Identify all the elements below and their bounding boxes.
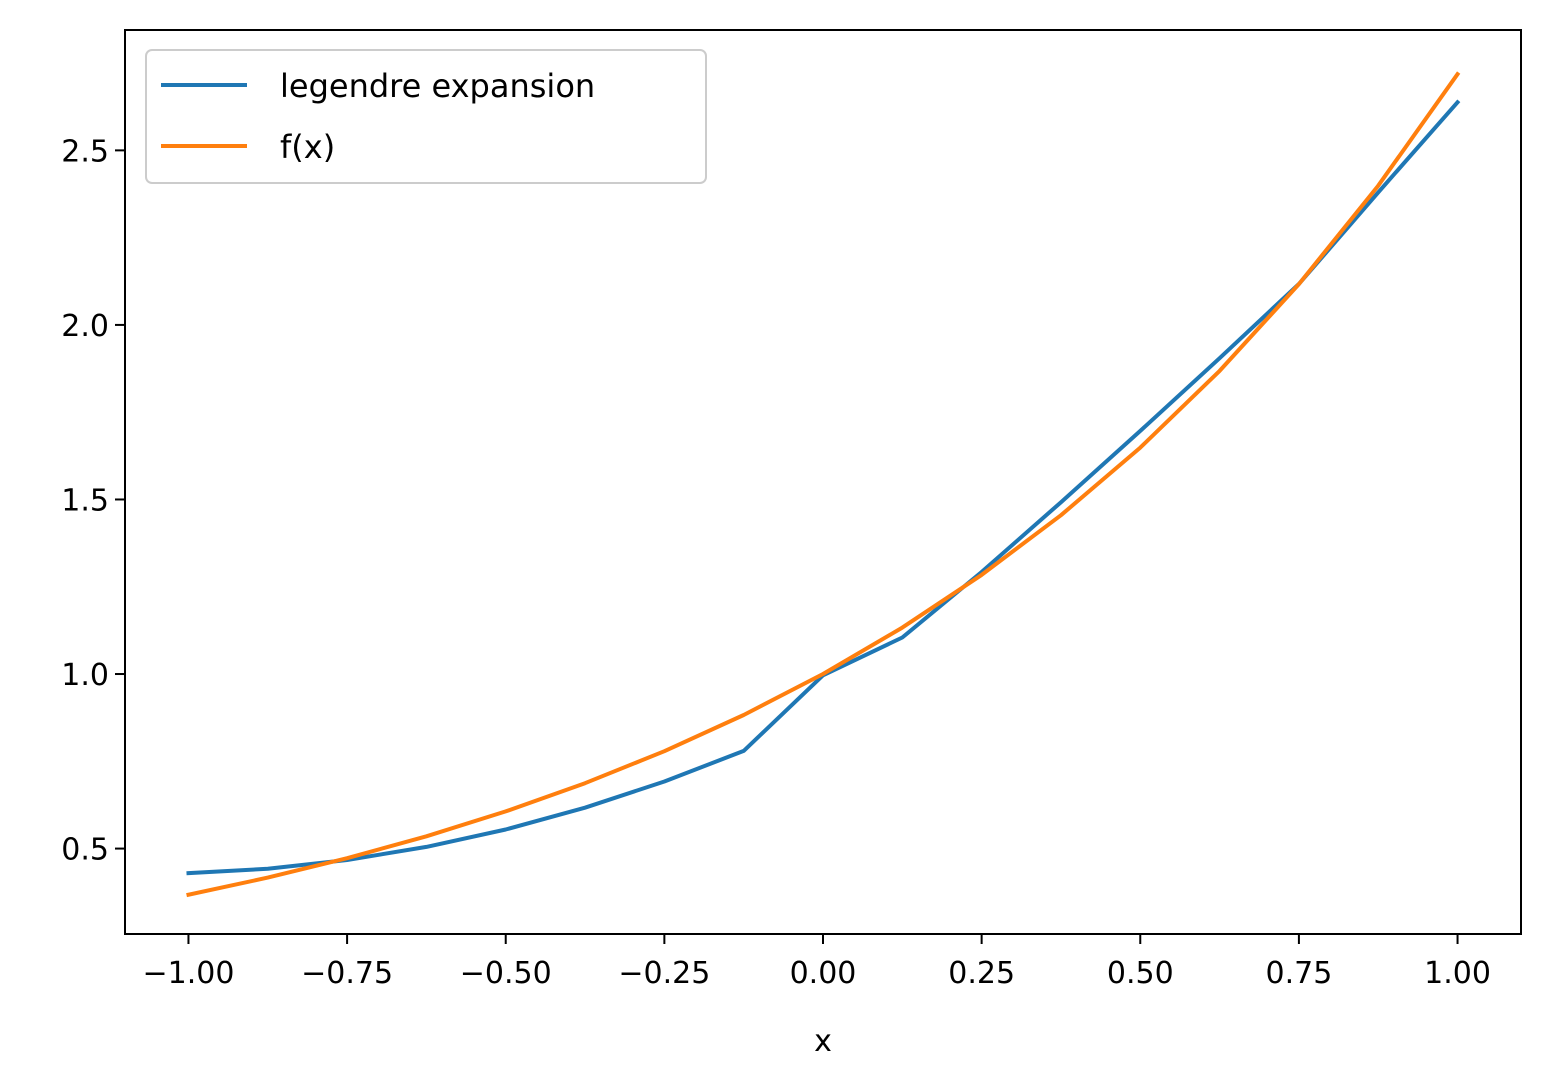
x-tick-label: 0.25 <box>948 956 1015 991</box>
y-axis-ticks: 0.5 1.0 1.5 2.0 2.5 <box>61 134 125 868</box>
y-tick-label: 1.0 <box>61 658 109 693</box>
y-tick-label: 0.5 <box>61 833 109 868</box>
legend-label-f-x: f(x) <box>280 128 335 166</box>
legend-box <box>145 49 707 184</box>
x-tick-label: −1.00 <box>142 956 234 991</box>
x-axis-label: x <box>814 1024 832 1059</box>
legend-label-legendre-expansion: legendre expansion <box>280 67 595 105</box>
y-tick-label: 1.5 <box>61 483 109 518</box>
x-tick-label: 0.00 <box>790 956 857 991</box>
x-tick-label: 0.75 <box>1266 956 1333 991</box>
plot-lines <box>186 71 1461 898</box>
x-axis-ticks: −1.00 −0.75 −0.50 −0.25 0.00 0.25 0.50 0.75 1.00 <box>142 934 1491 991</box>
x-tick-label: 1.00 <box>1424 956 1491 991</box>
y-tick-label: 2.5 <box>61 134 109 169</box>
series-line-f-x <box>186 71 1461 898</box>
legend: legendre expansion f(x) <box>145 49 707 184</box>
x-tick-label: −0.50 <box>460 956 552 991</box>
x-tick-label: −0.75 <box>301 956 393 991</box>
x-tick-label: 0.50 <box>1107 956 1174 991</box>
x-tick-label: −0.25 <box>618 956 710 991</box>
y-tick-label: 2.0 <box>61 309 109 344</box>
